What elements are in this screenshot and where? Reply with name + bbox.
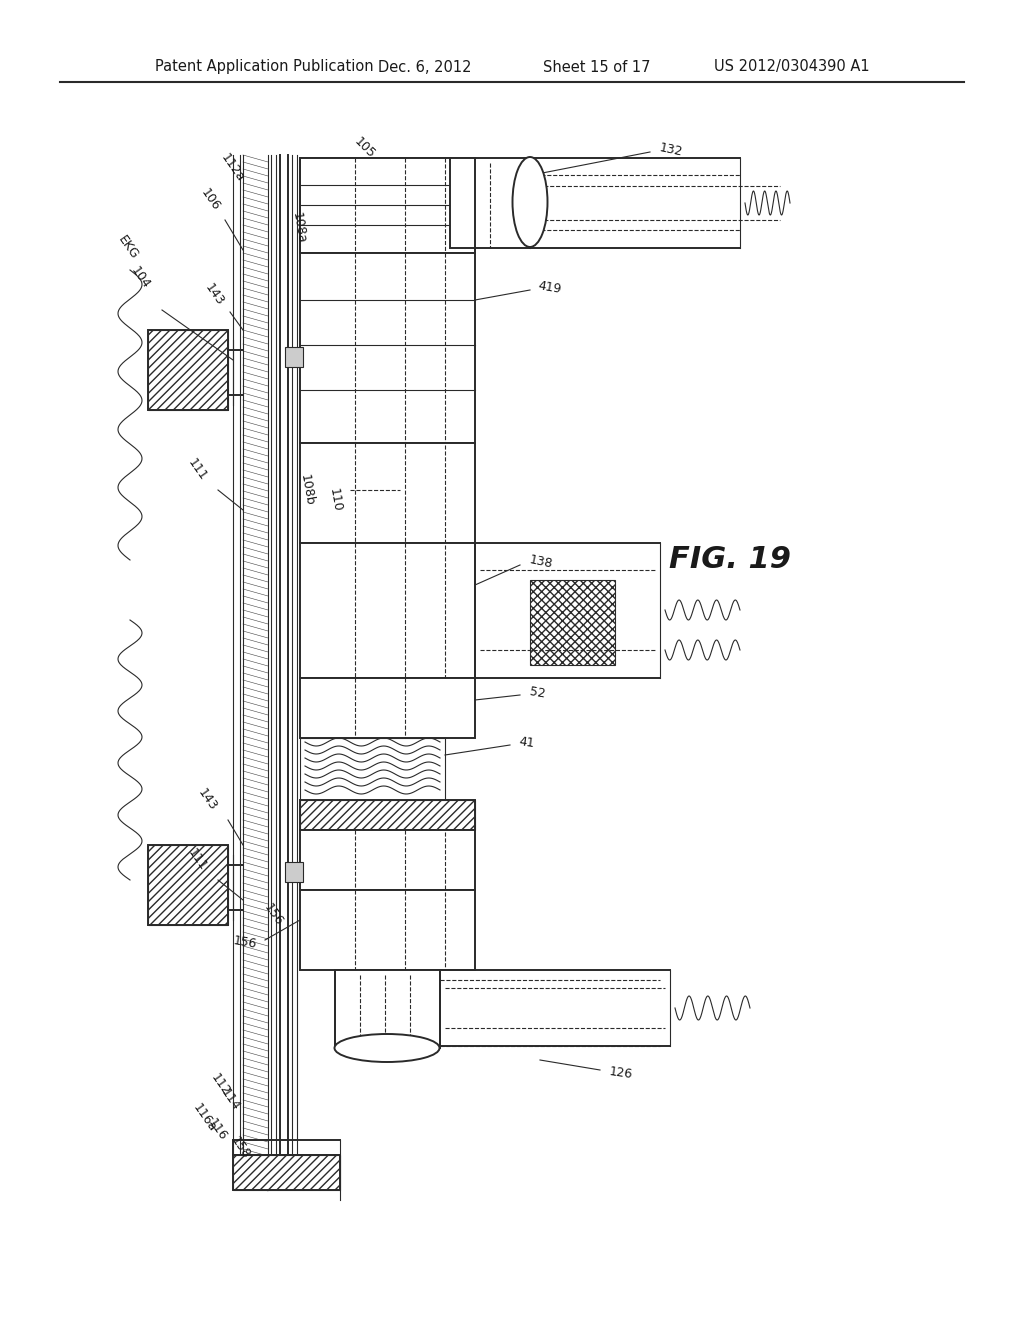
Bar — [148, 845, 228, 925]
Text: 156: 156 — [261, 902, 285, 928]
Text: 52: 52 — [528, 685, 546, 701]
Text: 419: 419 — [537, 280, 562, 297]
Text: 112: 112 — [208, 1072, 232, 1098]
Text: Sheet 15 of 17: Sheet 15 of 17 — [543, 59, 650, 74]
Text: 111: 111 — [185, 457, 209, 483]
Bar — [300, 830, 475, 890]
Bar — [530, 579, 615, 665]
Text: 108a: 108a — [290, 211, 308, 244]
Text: 112a: 112a — [218, 152, 247, 185]
Text: 114: 114 — [218, 1086, 243, 1113]
Ellipse shape — [335, 1034, 439, 1063]
Bar — [148, 330, 228, 411]
Bar — [148, 845, 228, 925]
Bar — [300, 543, 475, 678]
Bar — [450, 158, 530, 248]
Bar — [335, 970, 440, 1048]
Text: Patent Application Publication: Patent Application Publication — [155, 59, 374, 74]
Text: 116a: 116a — [190, 1101, 219, 1135]
Text: 111: 111 — [185, 846, 209, 874]
Bar — [233, 1155, 340, 1191]
Text: 158: 158 — [228, 1134, 252, 1162]
Bar — [300, 158, 475, 253]
Bar — [300, 800, 475, 830]
Bar — [300, 158, 475, 186]
Bar — [300, 678, 475, 738]
Text: 116: 116 — [205, 1117, 229, 1143]
Bar — [285, 347, 303, 367]
Text: 105: 105 — [352, 135, 378, 161]
Text: FIG. 19: FIG. 19 — [669, 545, 791, 574]
Ellipse shape — [512, 157, 548, 247]
Text: 126: 126 — [608, 1065, 633, 1081]
Text: 41: 41 — [518, 735, 536, 751]
Text: US 2012/0304390 A1: US 2012/0304390 A1 — [714, 59, 869, 74]
Text: 156: 156 — [232, 935, 258, 952]
Bar — [148, 330, 228, 411]
Bar — [233, 1155, 340, 1191]
Bar — [300, 253, 475, 444]
Text: 108b: 108b — [298, 474, 316, 507]
Text: 110: 110 — [327, 487, 343, 513]
Text: 132: 132 — [658, 141, 684, 158]
Text: EKG: EKG — [115, 234, 140, 263]
Text: Dec. 6, 2012: Dec. 6, 2012 — [378, 59, 471, 74]
Text: 143: 143 — [202, 281, 226, 309]
Bar — [300, 800, 475, 830]
Bar — [300, 738, 445, 800]
Bar — [300, 890, 475, 970]
Bar — [300, 444, 475, 543]
Text: 104: 104 — [128, 264, 153, 292]
Text: 106: 106 — [198, 186, 222, 214]
Text: 138: 138 — [528, 553, 554, 570]
Text: 143: 143 — [195, 787, 219, 813]
Bar — [285, 862, 303, 882]
